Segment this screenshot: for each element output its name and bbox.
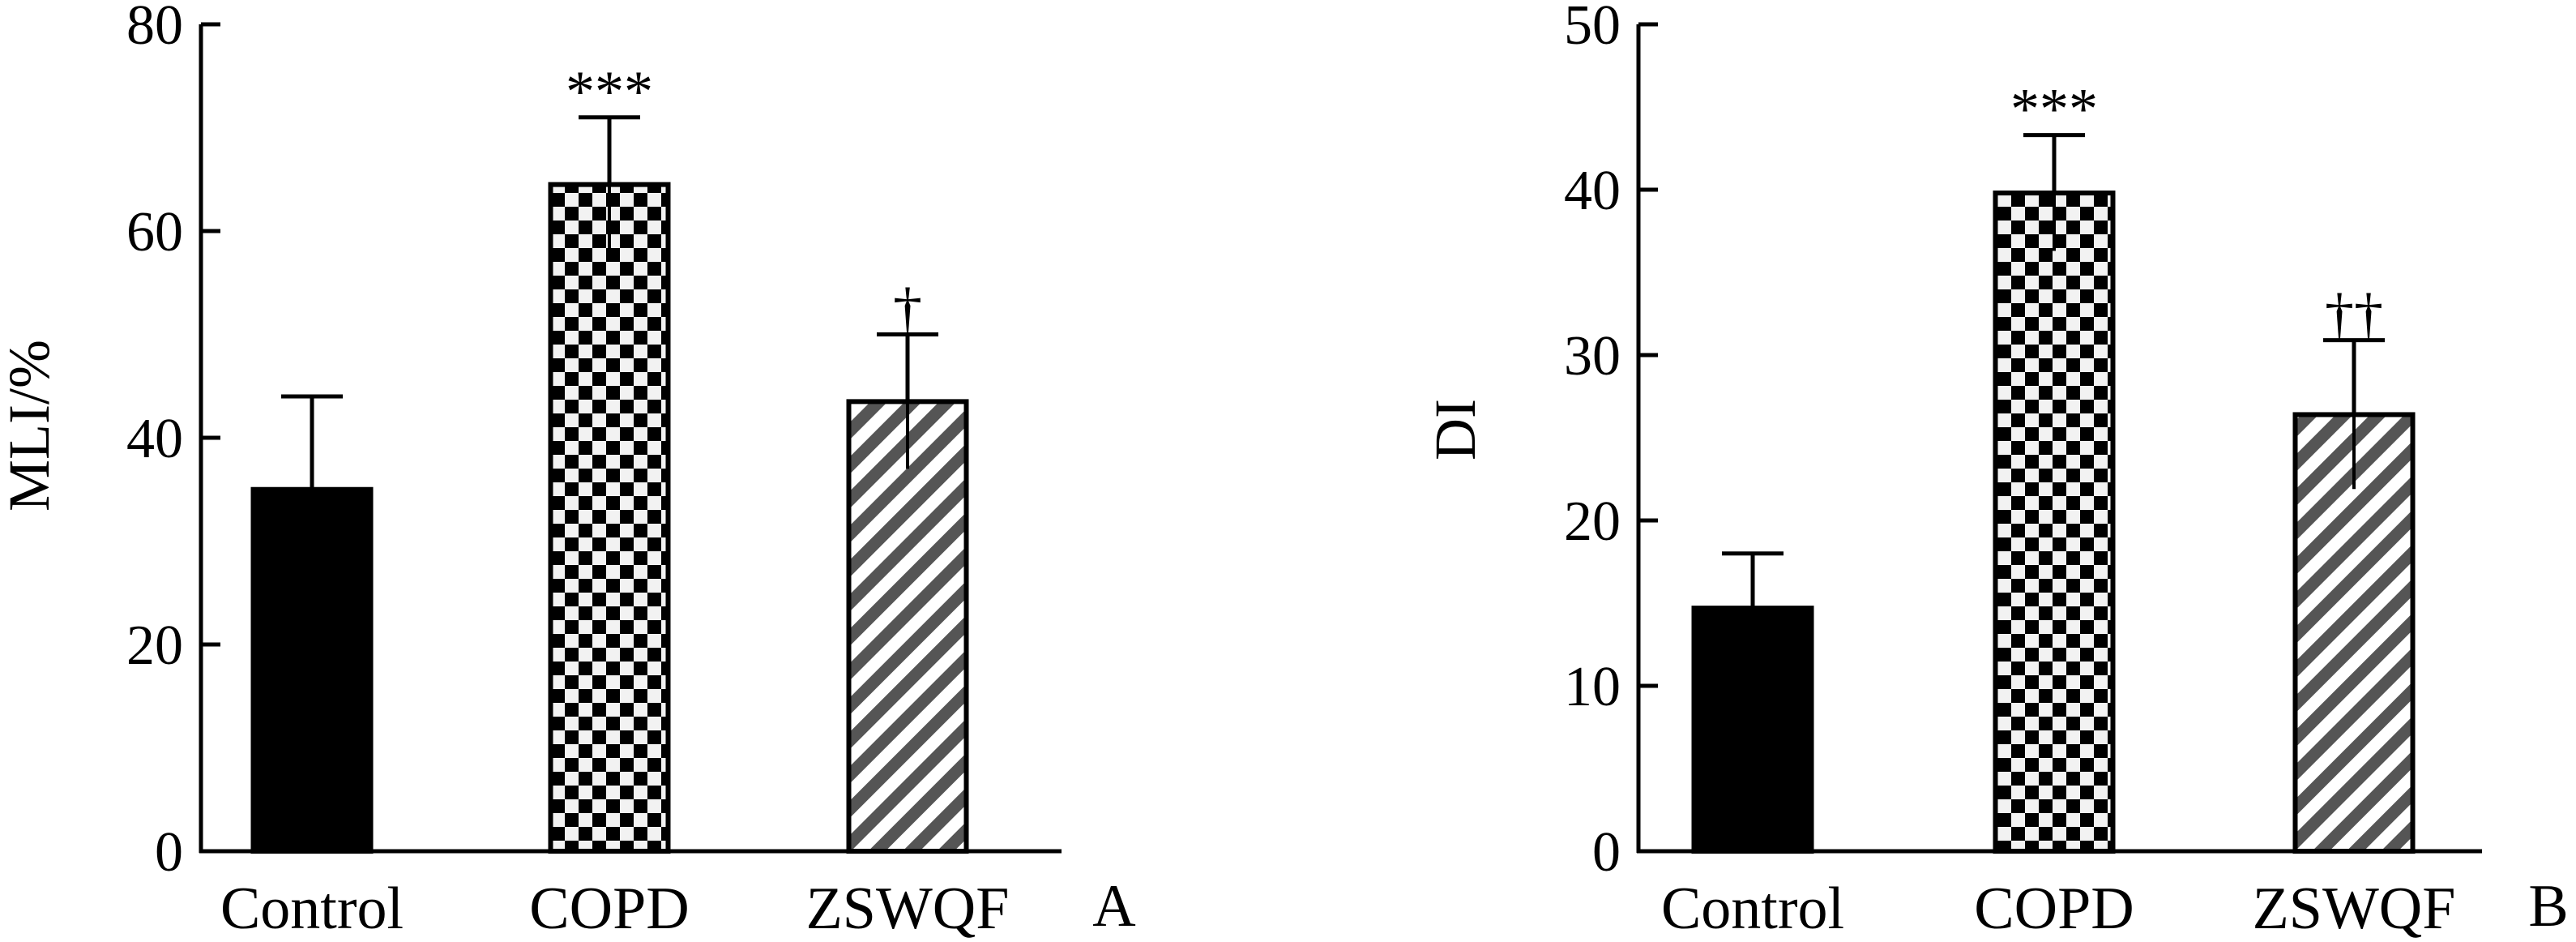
- panel-a-bars: *** †: [250, 59, 969, 854]
- panel-a-mli-chart: 0 20 40 60 80 *** † Control COPD ZSWQF MLI/% A: [0, 0, 1136, 942]
- panel-b-di-chart: 0 10 20 30 40 50 *** †† Control COPD ZSWQF DI B: [1423, 0, 2569, 942]
- panel-b-significance-marker: ***: [2010, 77, 2098, 142]
- panel-b-bar-copd: [1993, 191, 2116, 854]
- panel-a-significance-marker: ***: [566, 59, 653, 124]
- panel-b-category-label: ZSWQF: [2253, 876, 2456, 942]
- panel-b-y-tick-label: 10: [1564, 656, 1621, 718]
- panel-a-axes: [199, 24, 1062, 854]
- panel-b-y-ticks: 0 10 20 30 40 50: [1564, 0, 1658, 884]
- panel-a-significance-marker: †: [893, 276, 922, 341]
- panel-b-y-tick-label: 20: [1564, 490, 1621, 553]
- panel-b-category-labels: Control COPD ZSWQF: [1661, 876, 2455, 942]
- panel-a-y-axis-title: MLI/%: [0, 340, 62, 512]
- panel-b-bars: *** ††: [1691, 77, 2416, 854]
- panel-a-category-label: ZSWQF: [806, 876, 1010, 942]
- panel-a-label: A: [1092, 873, 1135, 940]
- panel-a-category-label: Control: [220, 876, 404, 942]
- panel-a-category-labels: Control COPD ZSWQF: [220, 876, 1009, 942]
- panel-b-y-axis-title: DI: [1423, 399, 1488, 460]
- panel-a-y-tick-label: 20: [126, 614, 183, 677]
- panel-a-y-tick-label: 0: [155, 821, 183, 884]
- panel-b-y-tick-label: 0: [1592, 821, 1621, 884]
- panel-b-y-tick-label: 30: [1564, 325, 1621, 388]
- panel-a-bar-copd: [548, 182, 671, 854]
- panel-a-y-tick-label: 80: [126, 0, 183, 57]
- panel-b-y-tick-label: 40: [1564, 160, 1621, 222]
- panel-b-category-label: COPD: [1974, 876, 2134, 942]
- panel-b-category-label: Control: [1661, 876, 1844, 942]
- panel-a-y-ticks: 0 20 40 60 80: [126, 0, 220, 884]
- panel-b-label: B: [2528, 873, 2568, 940]
- panel-b-significance-marker: ††: [2325, 282, 2383, 347]
- panel-a-y-tick-label: 40: [126, 408, 183, 470]
- panel-a-y-tick-label: 60: [126, 201, 183, 263]
- panel-a-bar-zswqf: [846, 399, 969, 854]
- panel-b-axes: [1636, 24, 2482, 854]
- panel-b-y-tick-label: 50: [1564, 0, 1621, 57]
- panel-a-category-label: COPD: [529, 876, 689, 942]
